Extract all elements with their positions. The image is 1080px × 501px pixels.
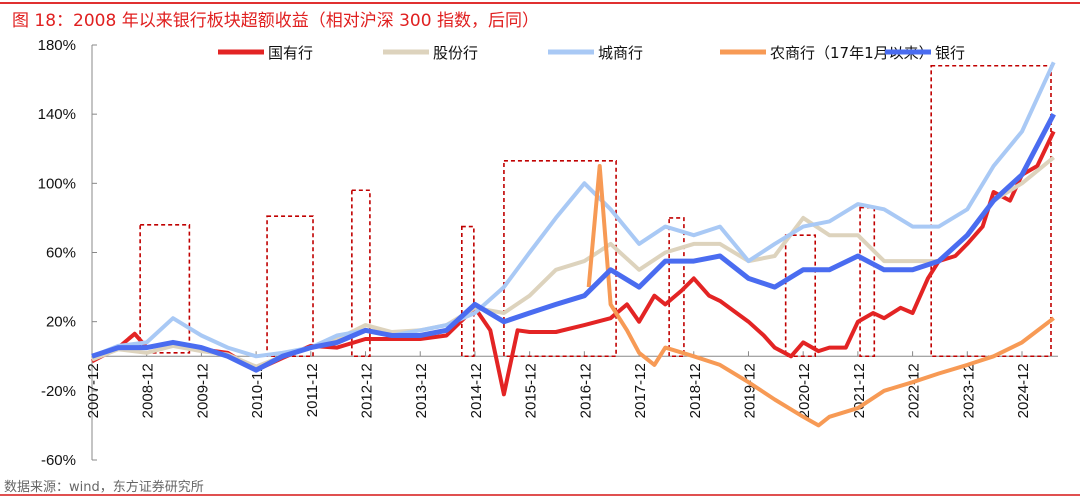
highlight-box (139, 224, 191, 354)
highlight-box (668, 217, 685, 358)
legend-label: 国有行 (268, 44, 313, 62)
x-tick-label: 2016-12 (577, 363, 594, 418)
x-tick-label: 2019-12 (741, 363, 758, 418)
y-tick-label: 20% (46, 314, 76, 331)
highlight-box (266, 215, 314, 358)
highlight-box (784, 234, 817, 358)
x-tick-label: 2010-12 (249, 363, 266, 418)
y-tick-label: 180% (38, 37, 76, 54)
legend-label: 股份行 (433, 44, 478, 62)
x-tick-label: 2022-12 (906, 363, 923, 418)
y-tick-label: -20% (41, 383, 76, 400)
x-tick-label: 2023-12 (960, 363, 977, 418)
legend-label: 农商行（17年1月以来） (770, 44, 934, 62)
x-tick-label: 2015-12 (523, 363, 540, 418)
highlight-box (859, 206, 876, 358)
x-tick-label: 2014-12 (468, 363, 485, 418)
legend-label: 银行 (935, 44, 965, 62)
x-tick-label: 2017-12 (632, 363, 649, 418)
highlight-box (461, 225, 475, 358)
x-tick-label: 2008-12 (140, 363, 157, 418)
x-tick-label: 2018-12 (687, 363, 704, 418)
y-tick-label: 140% (38, 106, 76, 123)
highlight-box (503, 160, 617, 358)
y-tick-label: -60% (41, 452, 76, 469)
highlight-box (351, 189, 371, 358)
x-tick-label: 2007-12 (85, 363, 102, 418)
y-tick-label: 100% (38, 175, 76, 192)
legend-label: 城商行 (598, 44, 643, 62)
bottom-rule (0, 494, 1080, 496)
series-line (586, 164, 1055, 428)
x-tick-label: 2020-12 (796, 363, 813, 418)
x-tick-label: 2012-12 (359, 363, 376, 418)
top-rule (0, 2, 1080, 4)
x-tick-label: 2013-12 (413, 363, 430, 418)
series-line (91, 155, 1055, 369)
series-line (91, 113, 1056, 373)
x-tick-label: 2011-12 (304, 363, 321, 417)
x-tick-label: 2009-12 (194, 363, 211, 418)
source-note: 数据来源：wind，东方证券研究所 (4, 480, 204, 495)
series-line (91, 61, 1056, 359)
figure-title: 图 18：2008 年以来银行板块超额收益（相对沪深 300 指数，后同） (12, 11, 539, 31)
y-tick-label: 60% (46, 245, 76, 262)
x-tick-label: 2024-12 (1015, 363, 1032, 418)
